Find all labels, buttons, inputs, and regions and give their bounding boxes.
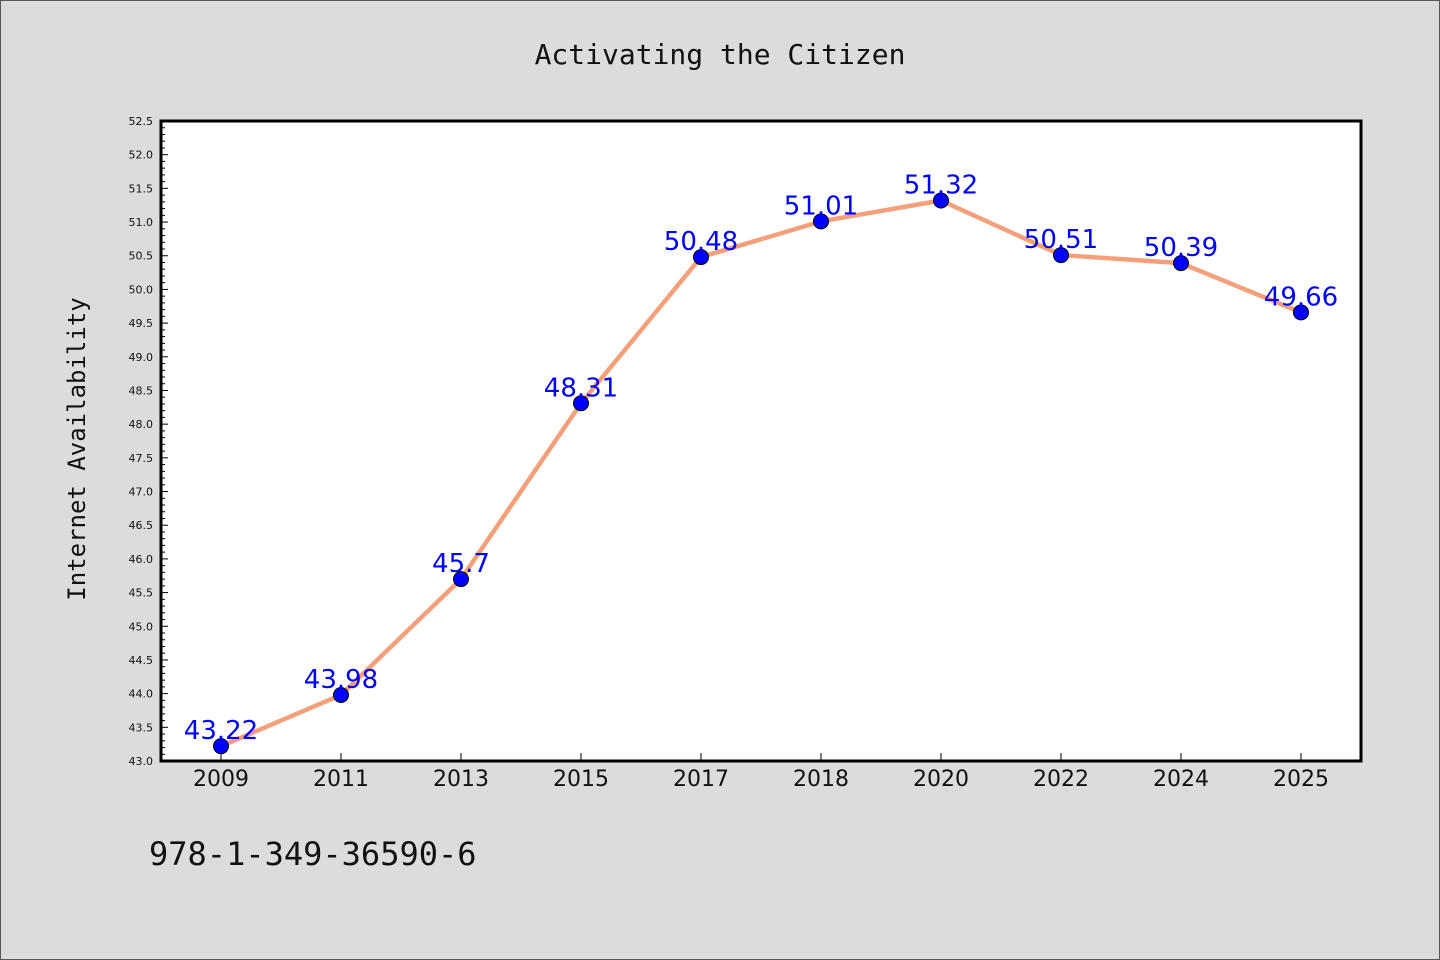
data-label: 51.01: [784, 191, 858, 221]
y-tick-label: 51.5: [129, 182, 154, 195]
y-tick-label: 45.5: [129, 587, 154, 600]
x-tick-label: 2022: [1033, 767, 1089, 792]
series-line: [218, 198, 1304, 749]
x-tick-label: 2024: [1153, 767, 1209, 792]
x-tick-label: 2025: [1273, 767, 1329, 792]
data-label: 49.66: [1264, 282, 1338, 312]
x-axis-ticks: 2009 2011 2013 2015 2017 2018 2020 2022 2024 2025: [193, 753, 1329, 792]
data-point: [933, 192, 949, 209]
data-point: [333, 686, 349, 703]
y-axis-ticks: 43.0 43.5 44.0 44.5 45.0 45.5 46.0 46.5 47.0 47.5…: [129, 115, 168, 768]
data-labels-layer: 43.22 43.98 45.7 48.31 50.48 51.01 51.32 50.51 5…: [184, 170, 1338, 746]
y-tick-label: 52.5: [129, 115, 154, 128]
data-point: [1293, 304, 1309, 321]
x-tick-label: 2009: [193, 767, 249, 792]
data-point: [693, 249, 709, 266]
y-tick-label: 49.0: [129, 351, 154, 364]
x-tick-label: 2011: [313, 767, 369, 792]
data-point: [573, 395, 589, 412]
data-label: 45.7: [432, 549, 490, 579]
y-tick-label: 44.0: [129, 688, 154, 701]
x-tick-label: 2017: [673, 767, 729, 792]
data-label: 43.98: [304, 665, 378, 695]
isbn-footer: 978-1-349-36590-6: [149, 835, 477, 873]
y-tick-label: 49.5: [129, 317, 154, 330]
y-tick-label: 47.0: [129, 486, 154, 499]
series-layer: [213, 192, 1309, 755]
y-tick-label: 44.5: [129, 654, 154, 667]
data-label: 50.48: [664, 227, 738, 257]
chart-title: Activating the Citizen: [535, 38, 906, 71]
y-tick-label: 43.0: [129, 755, 154, 768]
y-tick-label: 51.0: [129, 216, 154, 229]
x-tick-label: 2020: [913, 767, 969, 792]
data-label: 43.22: [184, 716, 258, 746]
x-tick-label: 2015: [553, 767, 609, 792]
y-tick-label: 43.5: [129, 721, 154, 734]
y-tick-label: 48.0: [129, 418, 154, 431]
data-label: 50.39: [1144, 233, 1218, 263]
y-tick-label: 47.5: [129, 452, 154, 465]
y-tick-label: 45.0: [129, 620, 154, 633]
data-point: [1173, 255, 1189, 272]
y-tick-label: 50.0: [129, 283, 154, 296]
data-point: [453, 571, 469, 588]
y-tick-label: 46.0: [129, 553, 154, 566]
x-tick-label: 2013: [433, 767, 489, 792]
data-label: 50.51: [1024, 225, 1098, 255]
data-point: [1053, 247, 1069, 264]
y-axis-label: Internet Availability: [63, 297, 91, 600]
y-tick-label: 50.5: [129, 250, 154, 263]
y-tick-label: 48.5: [129, 384, 154, 397]
x-tick-label: 2018: [793, 767, 849, 792]
data-point: [213, 738, 229, 755]
data-label: 48.31: [544, 373, 618, 403]
plot-area: [159, 119, 1363, 763]
y-tick-label: 46.5: [129, 519, 154, 532]
data-label: 51.32: [904, 170, 978, 200]
y-tick-label: 52.0: [129, 149, 154, 162]
data-point: [813, 213, 829, 230]
